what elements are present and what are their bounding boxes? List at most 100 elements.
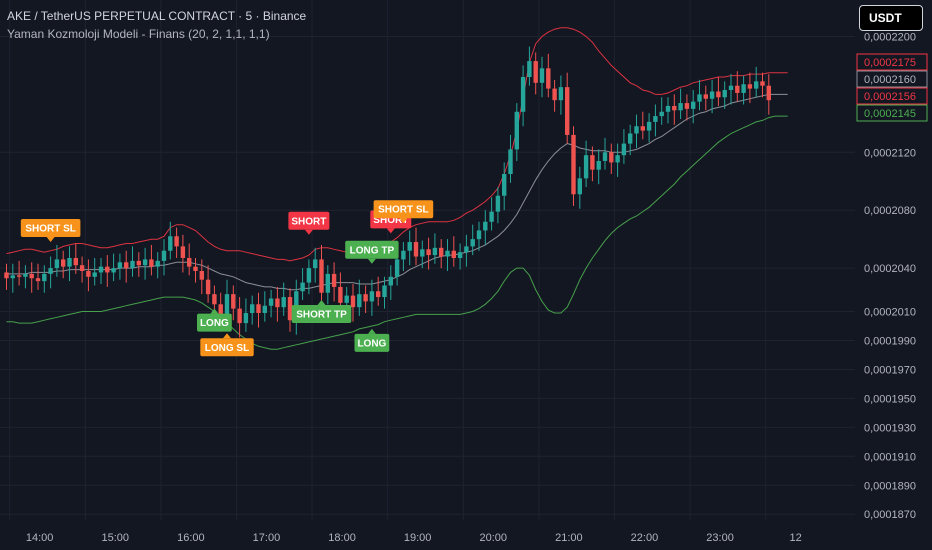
candle-body xyxy=(124,262,129,269)
candle-body xyxy=(237,308,242,324)
x-tick-label: 16:00 xyxy=(177,532,205,544)
candle xyxy=(86,259,91,292)
price-tag-text: 0,0002156 xyxy=(864,91,916,103)
x-tick-label: 15:00 xyxy=(101,532,129,544)
candle xyxy=(609,143,614,175)
price-tags: 0,0002175 0,0002160 0,0002156 0,0002145 xyxy=(856,53,928,122)
candle-body xyxy=(703,94,708,99)
candle xyxy=(79,256,85,283)
candle xyxy=(766,74,771,115)
candle-body xyxy=(621,143,627,156)
candle xyxy=(369,279,375,316)
candle-body xyxy=(520,77,526,112)
candle-body xyxy=(634,126,639,134)
candle xyxy=(426,237,431,270)
signal-text: LONG xyxy=(200,318,229,329)
y-tick-label: 0,0001970 xyxy=(864,364,916,376)
candle-body xyxy=(357,294,362,308)
candle-body xyxy=(142,259,148,266)
x-tick-label: 14:00 xyxy=(26,532,54,544)
candle-body xyxy=(98,266,104,273)
candle xyxy=(514,103,519,161)
candle-body xyxy=(117,262,123,269)
candle xyxy=(659,97,664,125)
candle xyxy=(363,285,368,313)
time-axis-bg xyxy=(0,520,932,550)
candle xyxy=(199,259,204,295)
candle-body xyxy=(533,61,538,83)
signal-text: SHORT xyxy=(373,215,408,226)
candle-body xyxy=(168,236,173,251)
candle-body xyxy=(445,250,450,257)
signal-box xyxy=(373,200,434,219)
signal-pointer xyxy=(46,237,55,243)
candle-body xyxy=(187,257,192,267)
price-tag-text: 0,0002175 xyxy=(864,57,916,69)
candle-body xyxy=(407,242,412,251)
candle xyxy=(319,244,324,302)
candle-body xyxy=(382,285,387,298)
candle-body xyxy=(256,304,261,313)
candle-body xyxy=(338,286,343,303)
candle xyxy=(464,234,469,267)
price-tag-basis: 0,0002160 xyxy=(856,70,928,88)
grid-lines xyxy=(0,0,855,520)
candle-body xyxy=(413,242,419,257)
candle-body xyxy=(426,249,431,256)
candle-body xyxy=(741,84,746,93)
signal-box xyxy=(354,333,390,352)
candle xyxy=(646,113,652,143)
candle-body xyxy=(275,298,280,308)
time-axis[interactable]: 14:00 15:00 16:00 17:00 18:00 19:00 20:00 21:00… xyxy=(0,520,932,550)
y-tick-label: 0,0002200 xyxy=(864,31,916,43)
candle xyxy=(300,268,305,300)
candle xyxy=(168,221,173,260)
candle-body xyxy=(659,111,664,117)
candle-body xyxy=(508,149,513,175)
candle-body xyxy=(735,85,740,93)
candle xyxy=(174,227,179,258)
currency-button[interactable]: USDT xyxy=(859,5,923,31)
candle-body xyxy=(577,178,582,195)
x-tick-label: 21:00 xyxy=(555,532,583,544)
candle xyxy=(193,257,198,283)
candle xyxy=(691,90,696,124)
candle xyxy=(262,291,267,322)
candle xyxy=(54,244,60,277)
lower-band-line xyxy=(6,115,788,350)
candle-body xyxy=(313,259,318,269)
candle xyxy=(470,224,475,256)
candle-body xyxy=(344,295,349,303)
candle xyxy=(684,94,690,121)
candle xyxy=(275,286,280,322)
candle xyxy=(237,297,242,338)
candle-body xyxy=(747,84,753,89)
signal-pointer xyxy=(399,218,408,224)
candle-body xyxy=(420,249,425,257)
signal-box xyxy=(197,313,232,332)
candle-body xyxy=(401,250,406,260)
signal-short-sl: SHORT SL xyxy=(373,200,434,224)
candle xyxy=(577,166,582,209)
candle-body xyxy=(331,273,337,287)
candle xyxy=(67,246,72,282)
signal-long: LONG xyxy=(354,328,390,352)
candle xyxy=(432,233,438,264)
candle xyxy=(520,65,526,127)
upper-band-line xyxy=(6,27,788,262)
candle xyxy=(527,46,532,86)
candle-body xyxy=(665,105,671,112)
candle-body xyxy=(86,271,91,277)
candle-body xyxy=(212,294,217,305)
candle-body xyxy=(489,211,494,222)
candle-body xyxy=(376,291,381,298)
candle xyxy=(760,72,765,98)
candle xyxy=(709,79,715,114)
candle xyxy=(187,243,192,276)
candle xyxy=(533,52,538,95)
signal-pointer xyxy=(317,299,326,305)
signal-text: LONG xyxy=(357,338,386,349)
signal-text: LONG SL xyxy=(205,343,249,354)
candle-body xyxy=(73,257,78,266)
